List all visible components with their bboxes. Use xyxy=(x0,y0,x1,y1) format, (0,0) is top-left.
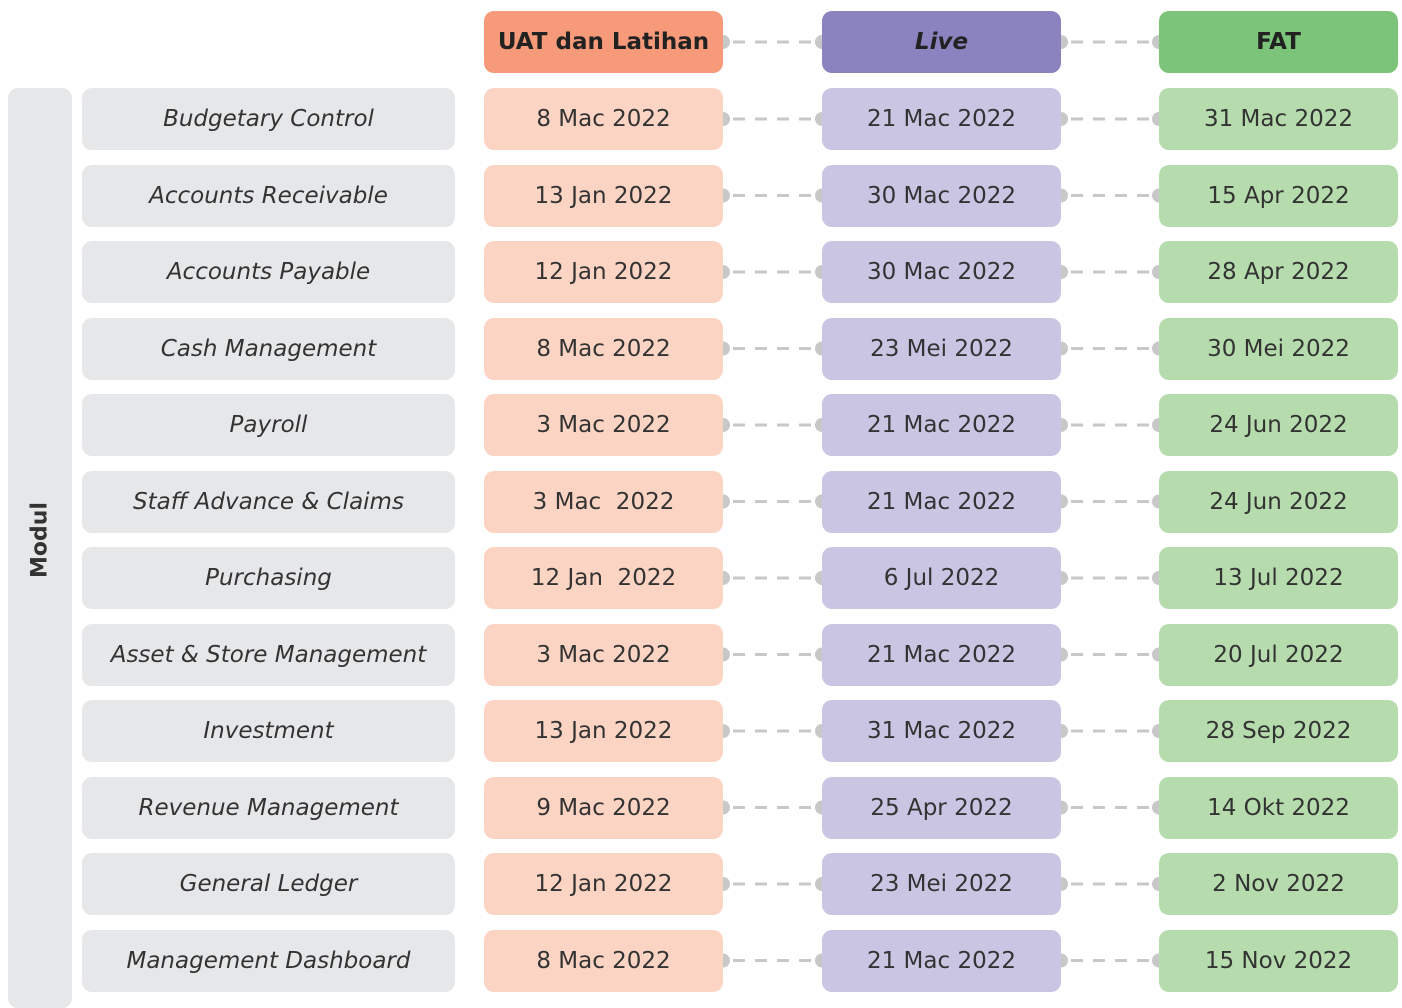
module-name: Asset & Store Management xyxy=(82,623,455,686)
date-cell: 15 Nov 2022 xyxy=(1159,929,1398,992)
date-cell: 21 Mac 2022 xyxy=(822,929,1061,992)
module-name: Staff Advance & Claims xyxy=(82,470,455,533)
date-cell: 8 Mac 2022 xyxy=(484,88,723,150)
date-cell: 8 Mac 2022 xyxy=(484,317,723,380)
date-cell: 30 Mei 2022 xyxy=(1159,317,1398,380)
module-name: Accounts Receivable xyxy=(82,164,455,227)
date-cell: 25 Apr 2022 xyxy=(822,776,1061,839)
module-name: Accounts Payable xyxy=(82,241,455,303)
date-cell: 28 Sep 2022 xyxy=(1159,700,1398,762)
module-name: Investment xyxy=(82,700,455,762)
date-cell: 2 Nov 2022 xyxy=(1159,853,1398,915)
date-cell: 3 Mac 2022 xyxy=(484,394,723,456)
column-header: UAT dan Latihan xyxy=(484,11,723,73)
module-name: Payroll xyxy=(82,394,455,456)
module-name: Management Dashboard xyxy=(82,929,455,992)
date-cell: 12 Jan 2022 xyxy=(484,853,723,915)
date-cell: 21 Mac 2022 xyxy=(822,470,1061,533)
side-panel: Modul xyxy=(8,88,72,1008)
date-cell: 24 Jun 2022 xyxy=(1159,470,1398,533)
date-cell: 12 Jan 2022 xyxy=(484,547,723,609)
date-cell: 31 Mac 2022 xyxy=(822,700,1061,762)
module-name: Revenue Management xyxy=(82,776,455,839)
module-name: General Ledger xyxy=(82,853,455,915)
module-name: Budgetary Control xyxy=(82,88,455,150)
date-cell: 21 Mac 2022 xyxy=(822,623,1061,686)
date-cell: 13 Jul 2022 xyxy=(1159,547,1398,609)
column-header: Live xyxy=(822,11,1061,73)
date-cell: 23 Mei 2022 xyxy=(822,853,1061,915)
date-cell: 8 Mac 2022 xyxy=(484,929,723,992)
date-cell: 30 Mac 2022 xyxy=(822,164,1061,227)
date-cell: 31 Mac 2022 xyxy=(1159,88,1398,150)
date-cell: 13 Jan 2022 xyxy=(484,700,723,762)
date-cell: 3 Mac 2022 xyxy=(484,470,723,533)
column-header: FAT xyxy=(1159,11,1398,73)
date-cell: 21 Mac 2022 xyxy=(822,88,1061,150)
date-cell: 30 Mac 2022 xyxy=(822,241,1061,303)
date-cell: 28 Apr 2022 xyxy=(1159,241,1398,303)
date-cell: 3 Mac 2022 xyxy=(484,623,723,686)
date-cell: 20 Jul 2022 xyxy=(1159,623,1398,686)
date-cell: 12 Jan 2022 xyxy=(484,241,723,303)
module-name: Cash Management xyxy=(82,317,455,380)
date-cell: 9 Mac 2022 xyxy=(484,776,723,839)
date-cell: 15 Apr 2022 xyxy=(1159,164,1398,227)
date-cell: 21 Mac 2022 xyxy=(822,394,1061,456)
date-cell: 24 Jun 2022 xyxy=(1159,394,1398,456)
date-cell: 6 Jul 2022 xyxy=(822,547,1061,609)
date-cell: 13 Jan 2022 xyxy=(484,164,723,227)
date-cell: 23 Mei 2022 xyxy=(822,317,1061,380)
module-name: Purchasing xyxy=(82,547,455,609)
date-cell: 14 Okt 2022 xyxy=(1159,776,1398,839)
